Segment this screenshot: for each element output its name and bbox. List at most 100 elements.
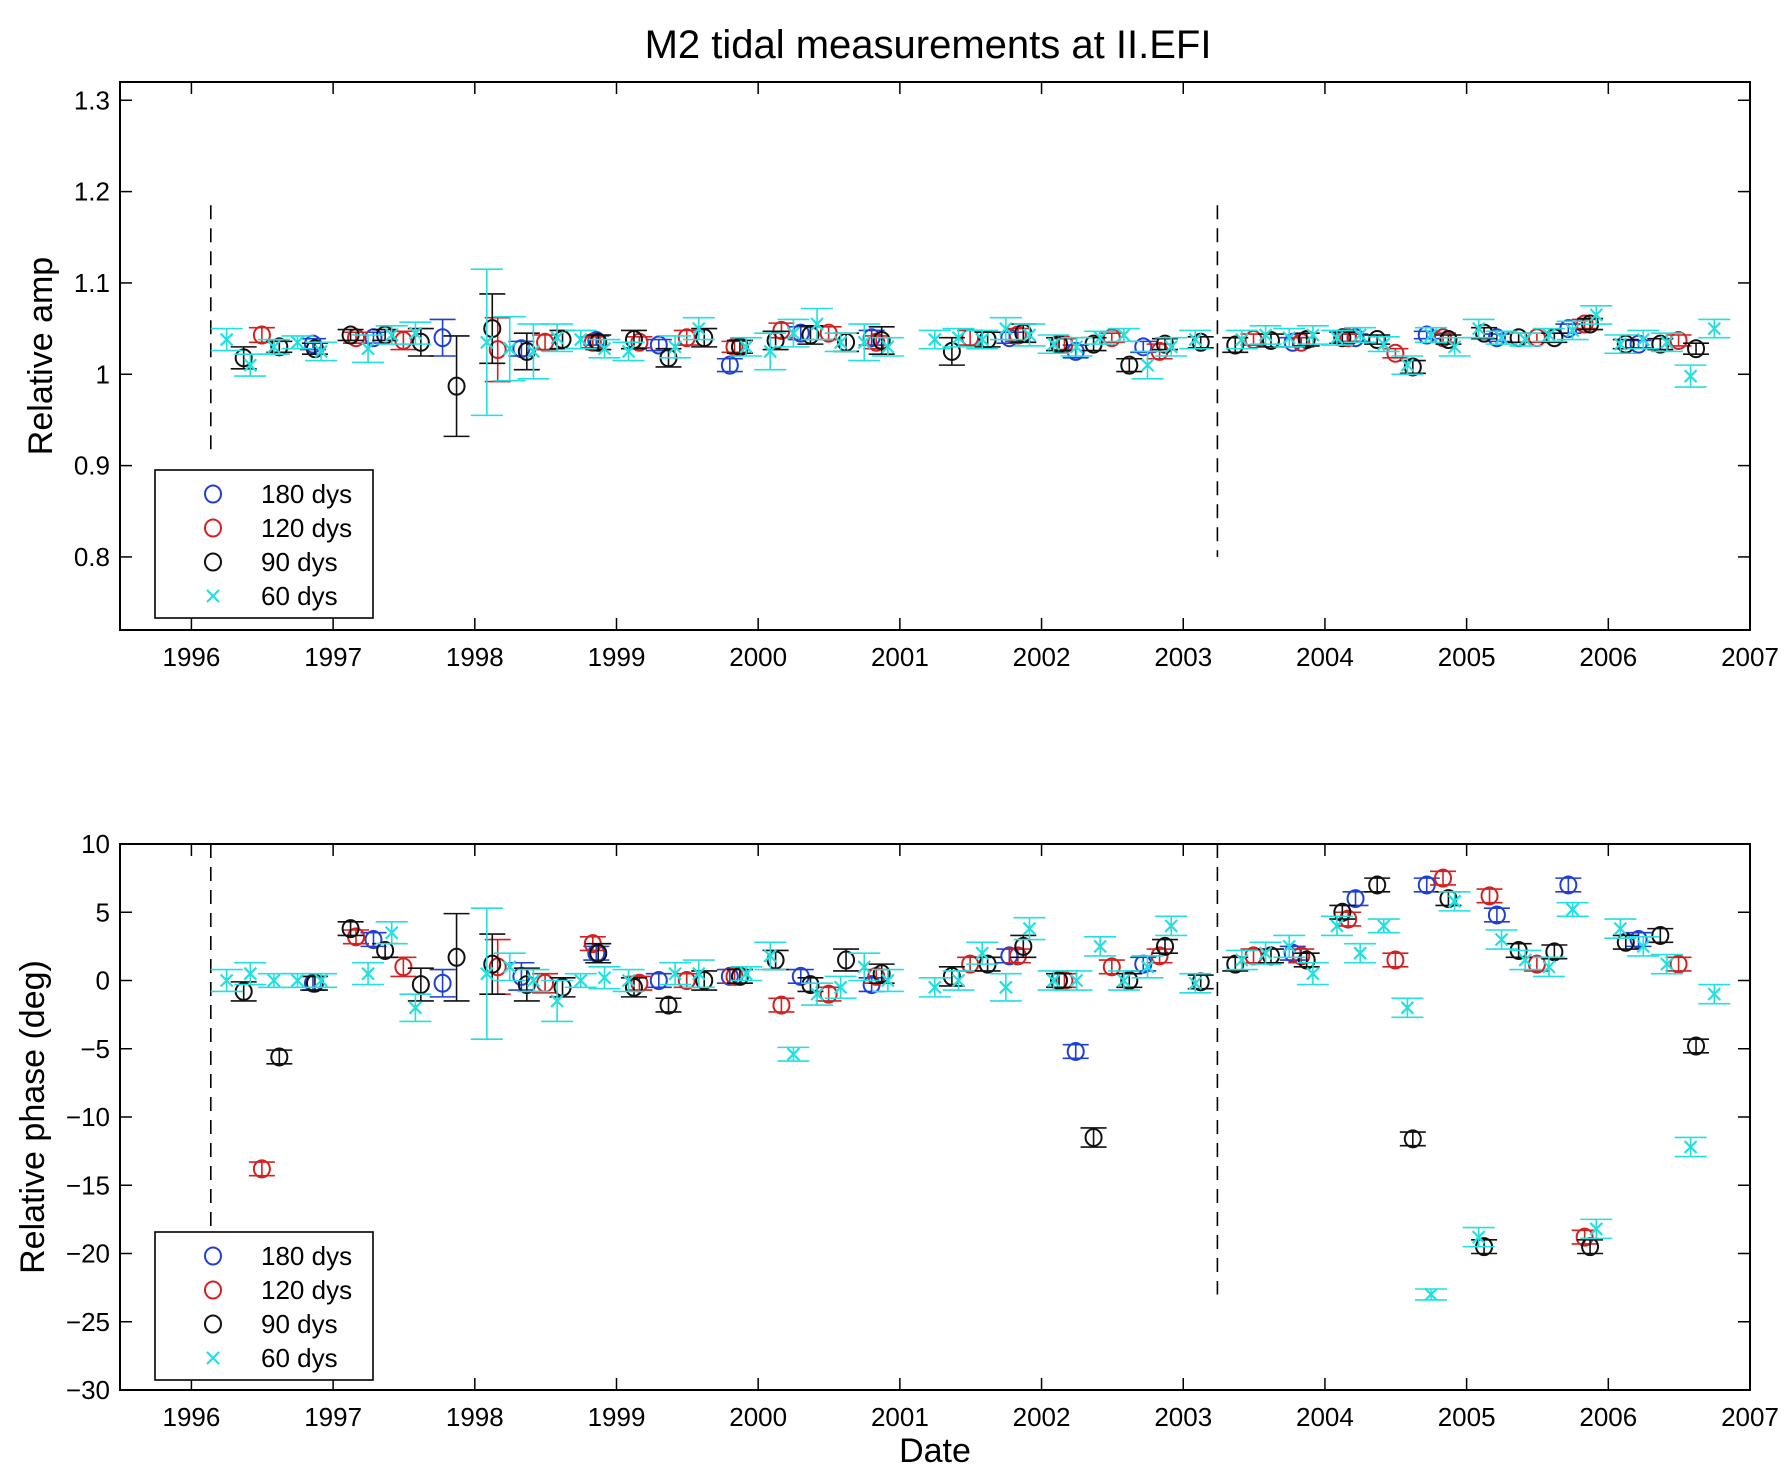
data-point-x bbox=[1330, 330, 1344, 345]
data-point-circle bbox=[1008, 946, 1027, 966]
data-point-x bbox=[1613, 337, 1628, 351]
data-point-circle bbox=[252, 1159, 271, 1179]
data-point-x bbox=[692, 321, 706, 336]
data-point-x bbox=[621, 344, 636, 359]
phase-x-tick-label: 2006 bbox=[1579, 1402, 1637, 1432]
data-point-circle bbox=[649, 335, 668, 355]
data-point-circle bbox=[1669, 330, 1688, 350]
data-point-circle bbox=[589, 332, 608, 352]
amplitude-grid-ticks: 1996 1997 1998 1999 2000 2001 2002 2003 2004 2005… bbox=[74, 82, 1779, 672]
data-point-x bbox=[1353, 328, 1367, 342]
data-point-circle bbox=[872, 330, 891, 350]
data-point-circle bbox=[1669, 954, 1688, 974]
data-point-x bbox=[763, 949, 777, 963]
data-point-x bbox=[1636, 332, 1651, 347]
data-point-circle bbox=[589, 943, 608, 963]
data-point-x bbox=[1235, 953, 1249, 967]
data-point-x bbox=[1542, 960, 1556, 974]
legend-marker-circle bbox=[204, 1314, 222, 1334]
amplitude-y-tick-label: 1.2 bbox=[74, 177, 110, 207]
data-point-circle bbox=[1156, 936, 1175, 956]
data-point-x bbox=[1093, 939, 1107, 954]
amplitude-x-tick-label: 2002 bbox=[1013, 642, 1071, 672]
data-point-circle bbox=[394, 957, 413, 977]
data-point-x bbox=[1282, 330, 1296, 345]
data-point-circle bbox=[1120, 355, 1139, 375]
data-point-x bbox=[1164, 919, 1178, 933]
data-point-x bbox=[1471, 321, 1486, 336]
data-point-circle bbox=[1487, 905, 1506, 925]
data-point-circle bbox=[234, 348, 253, 368]
data-point-x bbox=[1046, 337, 1061, 351]
data-point-circle bbox=[488, 340, 507, 360]
data-point-x bbox=[668, 340, 682, 354]
amplitude-x-tick-label: 1998 bbox=[446, 642, 504, 672]
data-point-x bbox=[975, 946, 989, 960]
amplitude-data bbox=[210, 268, 1731, 438]
amplitude-x-tick-label: 1997 bbox=[304, 642, 362, 672]
data-point-x bbox=[1660, 335, 1674, 350]
amplitude-x-tick-label: 1996 bbox=[163, 642, 221, 672]
legend-marker-x bbox=[206, 1351, 220, 1365]
data-point-x bbox=[1117, 328, 1131, 342]
legend-marker-circle bbox=[204, 518, 222, 538]
data-point-x bbox=[739, 340, 753, 354]
data-point-circle bbox=[659, 995, 678, 1015]
data-point-circle bbox=[801, 975, 820, 995]
data-point-circle bbox=[1333, 328, 1352, 348]
data-point-circle bbox=[447, 947, 466, 967]
phase-x-tick-label: 1996 bbox=[163, 1402, 221, 1432]
data-point-x bbox=[1282, 939, 1296, 954]
data-point-circle bbox=[1084, 1127, 1103, 1147]
amplitude-y-tick-label: 0.9 bbox=[74, 451, 110, 481]
phase-x-tick-label: 2001 bbox=[871, 1402, 929, 1432]
data-point-x bbox=[267, 340, 281, 354]
data-point-x bbox=[833, 980, 848, 995]
data-point-circle bbox=[1368, 875, 1387, 895]
amplitude-x-tick-label: 2001 bbox=[871, 642, 929, 672]
data-point-x bbox=[763, 344, 777, 359]
data-point-circle bbox=[1386, 343, 1405, 363]
data-point-circle bbox=[270, 1047, 289, 1067]
data-point-circle bbox=[411, 975, 430, 995]
data-point-x bbox=[1306, 328, 1320, 342]
legend-label: 120 dys bbox=[261, 513, 352, 543]
data-point-x bbox=[361, 966, 375, 981]
data-point-x bbox=[597, 970, 612, 985]
data-point-x bbox=[1636, 939, 1651, 954]
amplitude-x-tick-label: 2005 bbox=[1438, 642, 1496, 672]
amplitude-y-tick-label: 1.1 bbox=[74, 268, 110, 298]
x-axis-label: Date bbox=[899, 1432, 971, 1470]
data-point-circle bbox=[1055, 971, 1074, 990]
amplitude-y-axis-label: Relative amp bbox=[22, 257, 60, 455]
legend-marker-circle bbox=[204, 552, 222, 572]
data-point-x bbox=[243, 966, 258, 981]
amplitude-legend: 180 dys 120 dys 90 dys 60 dys bbox=[154, 469, 374, 619]
data-point-x bbox=[786, 326, 801, 340]
data-point-x bbox=[526, 973, 541, 988]
legend-label: 180 dys bbox=[261, 1241, 352, 1271]
data-point-x bbox=[786, 1047, 801, 1061]
data-point-x bbox=[668, 966, 682, 981]
data-point-circle bbox=[819, 984, 838, 1004]
legend-label: 60 dys bbox=[261, 581, 338, 611]
data-point-x bbox=[1235, 332, 1249, 347]
amplitude-x-tick-label: 2004 bbox=[1296, 642, 1354, 672]
data-point-circle bbox=[341, 919, 360, 939]
phase-y-tick-label: 10 bbox=[81, 829, 110, 859]
data-point-x bbox=[1518, 953, 1533, 967]
amplitude-x-tick-label: 2006 bbox=[1579, 642, 1637, 672]
data-point-circle bbox=[1687, 1036, 1706, 1056]
data-point-x bbox=[1069, 973, 1084, 988]
data-point-circle bbox=[376, 940, 395, 960]
figure-title: M2 tidal measurements at II.EFI bbox=[645, 23, 1212, 67]
data-point-circle bbox=[649, 971, 668, 990]
data-point-x bbox=[502, 341, 517, 356]
phase-series-60-dys bbox=[210, 890, 1731, 1302]
data-point-x bbox=[1069, 340, 1084, 354]
data-point-circle bbox=[1066, 1041, 1085, 1061]
data-point-x bbox=[857, 335, 872, 350]
data-point-x bbox=[1140, 358, 1155, 372]
data-point-x bbox=[550, 994, 564, 1008]
amplitude-x-tick-label: 2007 bbox=[1721, 642, 1779, 672]
